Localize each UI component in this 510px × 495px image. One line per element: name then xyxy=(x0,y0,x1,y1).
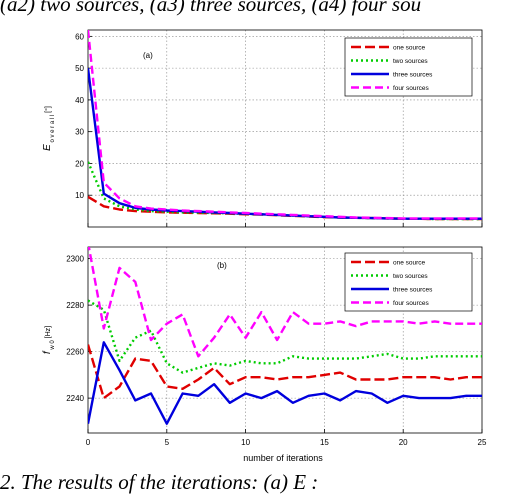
x-axis-label: number of iterations xyxy=(243,453,323,463)
x-tick-label: 10 xyxy=(241,438,250,447)
legend-label: four sources xyxy=(393,300,430,307)
series-group xyxy=(88,30,482,221)
y-tick-label: 10 xyxy=(75,191,84,200)
x-tick-label: 15 xyxy=(320,438,329,447)
axes-frame xyxy=(87,29,483,228)
y-tick-label: 2300 xyxy=(66,255,84,264)
series-line-four-sources xyxy=(88,247,482,358)
series-line-three-sources xyxy=(88,341,482,425)
legend-label: three sources xyxy=(393,287,433,294)
x-tick-label: 0 xyxy=(86,438,91,447)
legend-label: one source xyxy=(393,260,426,267)
y-tick-label: 60 xyxy=(75,32,84,41)
legend: one source two sources three sources four s… xyxy=(344,37,473,97)
series-line-two-sources xyxy=(88,299,482,374)
y-tick-label: 2280 xyxy=(66,301,84,310)
series-line-four-sources xyxy=(88,30,482,220)
series-group xyxy=(88,247,482,425)
panel-a: 10 20 30 40 50 60 E o v e r a l l [°] (a) one so… xyxy=(42,29,483,228)
legend: one source two sources three sources four s… xyxy=(344,252,473,312)
x-tick-label: 5 xyxy=(165,438,170,447)
series-line-one-source xyxy=(88,344,482,400)
y-tick-label: 20 xyxy=(75,159,84,168)
panel-label: (b) xyxy=(217,261,227,270)
series-line-two-sources xyxy=(88,161,482,221)
legend-label: three sources xyxy=(393,72,433,79)
legend-label: four sources xyxy=(393,85,430,92)
y-tick-label: 50 xyxy=(75,64,84,73)
y-tick-label: 2240 xyxy=(66,394,84,403)
panel-b: 2240 2260 2280 2300 0 5 10 15 20 25 f w 0 [Hz] (b) o… xyxy=(42,246,487,447)
y-tick-label: 30 xyxy=(75,128,84,137)
caption-bottom: 2. The results of the iterations: (a) E … xyxy=(0,470,319,494)
x-tick-label: 20 xyxy=(399,438,408,447)
legend-label: one source xyxy=(393,45,426,52)
y-axis-label: E o v e r a l l [°] xyxy=(42,106,56,151)
caption-top: (a2) two sources, (a3) three sources, (a… xyxy=(0,0,422,16)
y-tick-label: 2260 xyxy=(66,348,84,357)
y-axis-label: f w 0 [Hz] xyxy=(42,326,56,354)
legend-label: two sources xyxy=(393,58,428,65)
axes-frame xyxy=(87,246,483,434)
panel-label: (a) xyxy=(143,51,153,60)
x-tick-label: 25 xyxy=(478,438,487,447)
y-tick-label: 40 xyxy=(75,96,84,105)
legend-label: two sources xyxy=(393,273,428,280)
